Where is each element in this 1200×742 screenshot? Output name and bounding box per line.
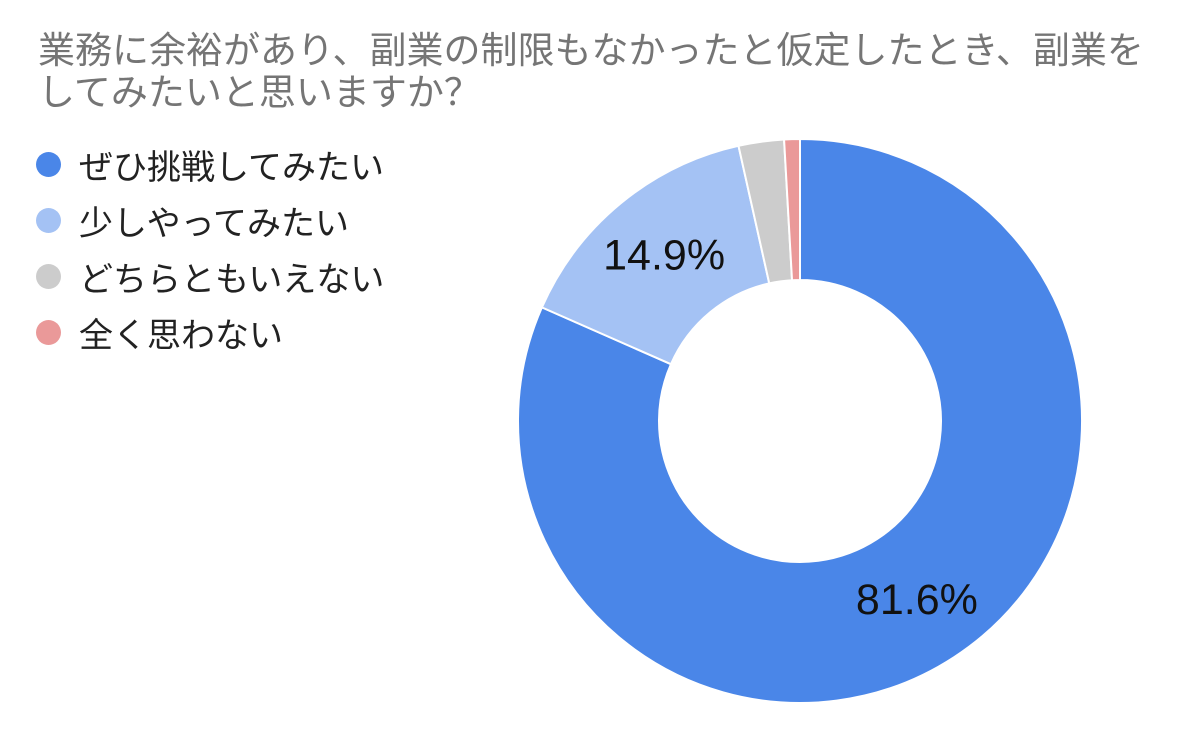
legend-item-definitely-try: ぜひ挑戦してみたい — [36, 136, 384, 192]
legend-swatch — [36, 319, 61, 345]
legend-label: どちらともいえない — [79, 259, 385, 300]
chart-legend: ぜひ挑戦してみたい 少しやってみたい どちらともいえない 全く思わない — [36, 136, 384, 360]
legend-item-somewhat-try: 少しやってみたい — [36, 192, 384, 248]
slice-not-at-all — [783, 137, 801, 282]
legend-swatch — [36, 263, 61, 289]
slice-somewhat-try — [540, 144, 771, 366]
chart-title: 業務に余裕があり、副業の制限もなかったと仮定したとき、副業をしてみたいと思います… — [38, 29, 1144, 114]
legend-label: 少しやってみたい — [79, 203, 349, 244]
donut-data-labels: 81.6% 14.9% — [603, 232, 978, 625]
data-label: 14.9% — [603, 232, 725, 280]
slice-definitely-try — [517, 137, 1083, 704]
data-label: 81.6% — [856, 576, 978, 624]
legend-item-neutral: どちらともいえない — [36, 248, 384, 304]
legend-label: 全く思わない — [79, 315, 283, 356]
legend-swatch — [36, 151, 61, 177]
legend-item-not-at-all: 全く思わない — [36, 304, 384, 360]
donut-slices — [517, 137, 1083, 704]
legend-swatch — [36, 207, 61, 233]
legend-label: ぜひ挑戦してみたい — [79, 147, 384, 188]
